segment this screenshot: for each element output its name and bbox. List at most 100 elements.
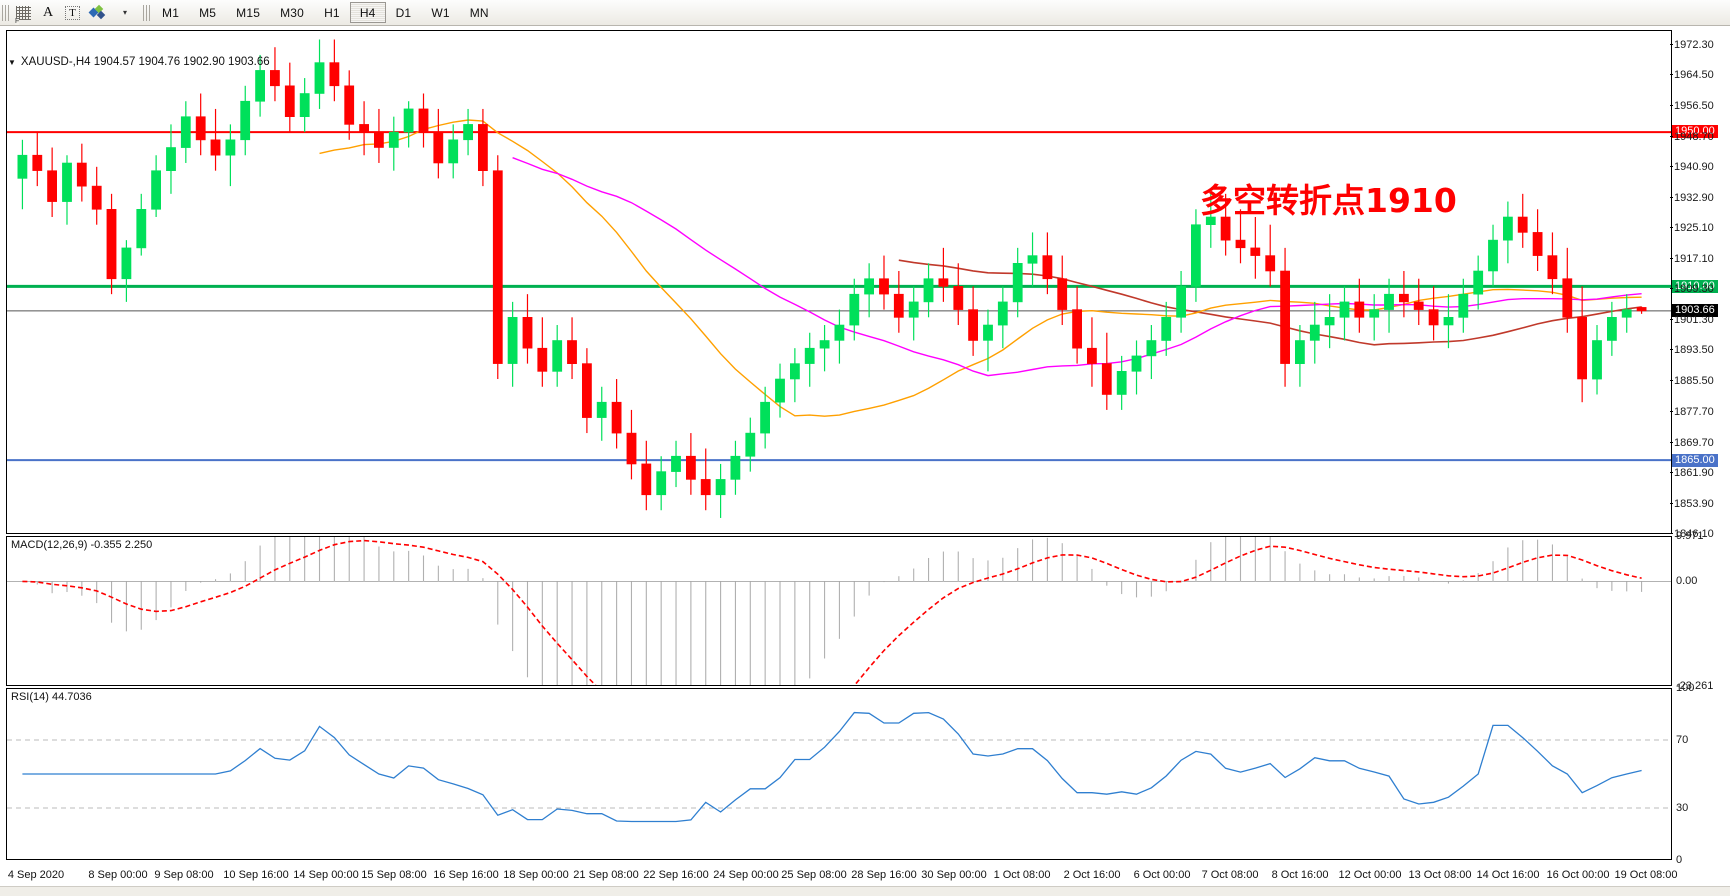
- candle-body: [477, 124, 488, 172]
- candle-body: [1012, 263, 1023, 303]
- main-toolbar: A T ▾ M1 M5 M15 M30 H1 H4 D1 W1 MN: [0, 0, 1730, 26]
- timeframe-m1[interactable]: M1: [162, 5, 180, 20]
- price-chart-canvas[interactable]: [7, 31, 1671, 533]
- rsi-line: [22, 711, 1642, 823]
- candle-body: [463, 124, 473, 141]
- chart-menu-caret-icon[interactable]: ▼: [8, 57, 16, 67]
- time-axis-label: 19 Oct 08:00: [1614, 869, 1678, 881]
- candle-body: [611, 401, 622, 434]
- timeframe-h1[interactable]: H1: [324, 5, 340, 20]
- candle-body: [1577, 316, 1587, 380]
- candle-body: [760, 401, 770, 434]
- time-axis-label: 4 Sep 2020: [7, 869, 65, 881]
- candle-body: [76, 162, 87, 187]
- candle-body: [329, 62, 340, 87]
- time-axis[interactable]: 4 Sep 2020 8 Sep 00:00 9 Sep 08:00 10 Sep 1…: [6, 862, 1678, 888]
- chart-annotation-text: 多空转折点1910: [1200, 181, 1457, 220]
- time-axis-label: 1 Oct 08:00: [993, 869, 1051, 881]
- grid-icon[interactable]: [11, 2, 36, 25]
- macd-tick-label: 9.971: [1676, 530, 1704, 542]
- price-tick-label: 1893.50: [1670, 344, 1714, 357]
- candle-body: [879, 278, 889, 295]
- toolbar-grip-1[interactable]: [2, 2, 9, 23]
- time-axis-label: 18 Sep 00:00: [503, 869, 569, 881]
- rsi-axis: 100 70 30 0: [1674, 683, 1730, 866]
- candle-body: [1532, 232, 1543, 256]
- time-axis-label: 21 Sep 08:00: [573, 869, 639, 881]
- price-label-support: 1865.00: [1672, 453, 1718, 467]
- candle-body: [893, 293, 904, 318]
- timeframe-m30[interactable]: M30: [280, 5, 305, 20]
- candle-body: [418, 108, 429, 133]
- time-axis-label: 13 Oct 08:00: [1408, 869, 1472, 881]
- price-tick-label: 1909.30: [1670, 283, 1714, 296]
- chevron-down-icon[interactable]: ▾: [122, 8, 127, 17]
- price-label-resistance: 1950.00: [1672, 124, 1718, 138]
- candle-body: [121, 247, 132, 280]
- candle-body: [953, 286, 964, 310]
- candle-body: [1547, 255, 1558, 280]
- candle-body: [1339, 301, 1350, 318]
- price-panel[interactable]: [6, 30, 1672, 534]
- price-tick-label: 1917.10: [1670, 253, 1714, 265]
- text-label-glyph: T: [65, 5, 80, 20]
- candle-body: [908, 301, 919, 318]
- timeframe-w1[interactable]: W1: [431, 5, 450, 20]
- candle-body: [344, 85, 355, 125]
- candle-body: [180, 116, 191, 148]
- candle-body: [1235, 239, 1246, 249]
- candle-body: [1517, 216, 1528, 233]
- symbol-quote-bar[interactable]: ▼ XAUUSD-,H4 1904.57 1904.76 1902.90 190…: [8, 56, 270, 68]
- candle-body: [1265, 255, 1276, 272]
- ma-magenta: [512, 157, 1642, 377]
- price-tick-label: 1869.70: [1670, 436, 1714, 449]
- text-label-icon[interactable]: T: [60, 2, 85, 24]
- timeframe-mn[interactable]: MN: [469, 5, 489, 20]
- macd-panel[interactable]: MACD(12,26,9) -0.355 2.250: [6, 536, 1672, 686]
- macd-signal-line: [22, 539, 1642, 685]
- time-axis-label: 10 Sep 16:00: [223, 869, 289, 881]
- price-tick-label: 1932.90: [1670, 191, 1714, 204]
- timeframe-m15[interactable]: M15: [236, 5, 261, 20]
- candle-body: [522, 316, 533, 349]
- timeframe-d1[interactable]: D1: [395, 5, 412, 20]
- candle-body: [507, 316, 518, 364]
- rsi-chart-canvas[interactable]: [7, 689, 1671, 859]
- candle-body: [1191, 224, 1201, 287]
- shapes-icon[interactable]: [85, 2, 113, 24]
- candle-body: [433, 131, 444, 164]
- price-label-current: 1903.66: [1672, 304, 1718, 317]
- candle-body: [938, 278, 949, 287]
- candle-body: [284, 85, 295, 117]
- rsi-panel[interactable]: RSI(14) 44.7036: [6, 688, 1672, 860]
- candle-body: [1562, 278, 1573, 318]
- candle-body: [775, 378, 785, 403]
- candle-body: [106, 209, 117, 280]
- candle-body: [567, 340, 577, 365]
- toolbar-grip-2[interactable]: [143, 2, 150, 23]
- price-tick-label: 1861.90: [1670, 466, 1714, 479]
- candle-body: [997, 301, 1008, 326]
- candle-body: [581, 363, 592, 418]
- candle-body: [626, 432, 637, 465]
- candle-body: [1488, 239, 1498, 272]
- price-axis[interactable]: 1972.30 1964.50 1956.50 1950.00 1948.70 1940.…: [1670, 30, 1730, 540]
- candle-body: [1220, 216, 1231, 241]
- candle-body: [47, 170, 57, 202]
- timeframe-m5[interactable]: M5: [199, 5, 217, 20]
- candle-body: [1101, 363, 1112, 395]
- candle-body: [1205, 216, 1216, 225]
- price-tick-label: 1964.50: [1670, 69, 1714, 82]
- candle-body: [1369, 309, 1380, 318]
- time-axis-label: 8 Sep 00:00: [88, 869, 148, 881]
- timeframe-h4[interactable]: H4: [349, 2, 386, 23]
- price-tick-label: 1925.10: [1670, 222, 1714, 234]
- candle-body: [448, 139, 459, 164]
- candle-body: [537, 347, 548, 372]
- macd-chart-canvas[interactable]: [7, 537, 1671, 685]
- candle-body: [700, 479, 711, 496]
- candle-body: [1176, 286, 1186, 318]
- text-A-icon[interactable]: A: [36, 2, 60, 24]
- candle-body: [968, 309, 978, 341]
- candle-body: [641, 463, 652, 496]
